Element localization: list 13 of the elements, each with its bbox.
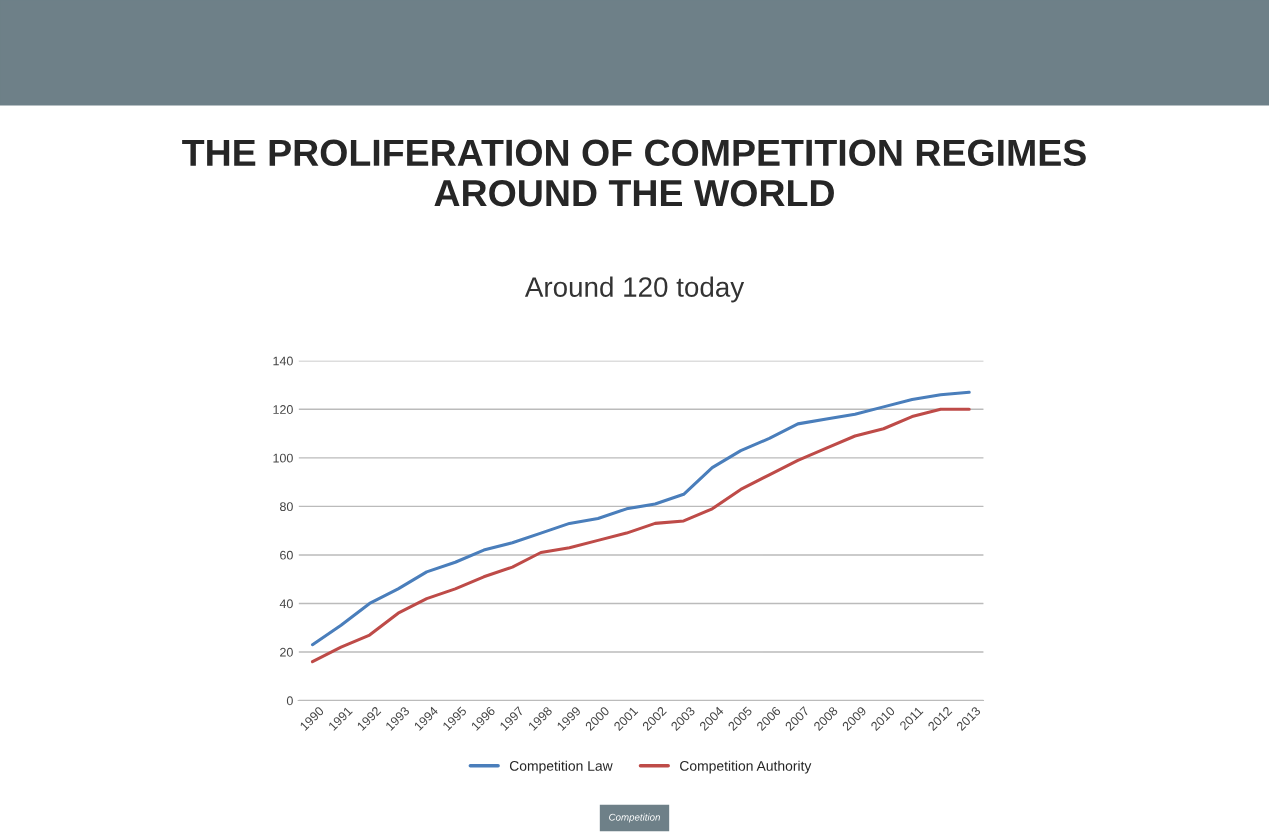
y-tick-label: 80: [279, 502, 293, 512]
y-tick-label: 140: [273, 356, 293, 366]
chart-title: THE PROLIFERATION OF COMPETITION REGIMES AROUND THE WORLD: [182, 139, 1086, 207]
y-tick-label: 60: [280, 550, 293, 560]
chart-subtitle: Around 120 today: [524, 276, 745, 303]
y-tick-label: 0: [286, 696, 293, 706]
y-tick-label: 20: [280, 647, 293, 657]
legend-label: Competition Law: [509, 760, 613, 774]
text: Competition: [609, 813, 660, 823]
legend-label: Competition Authority: [680, 760, 812, 774]
y-tick-label: 120: [273, 405, 293, 414]
y-tick-label: 40: [279, 599, 293, 609]
y-tick-label: 100: [273, 453, 293, 463]
